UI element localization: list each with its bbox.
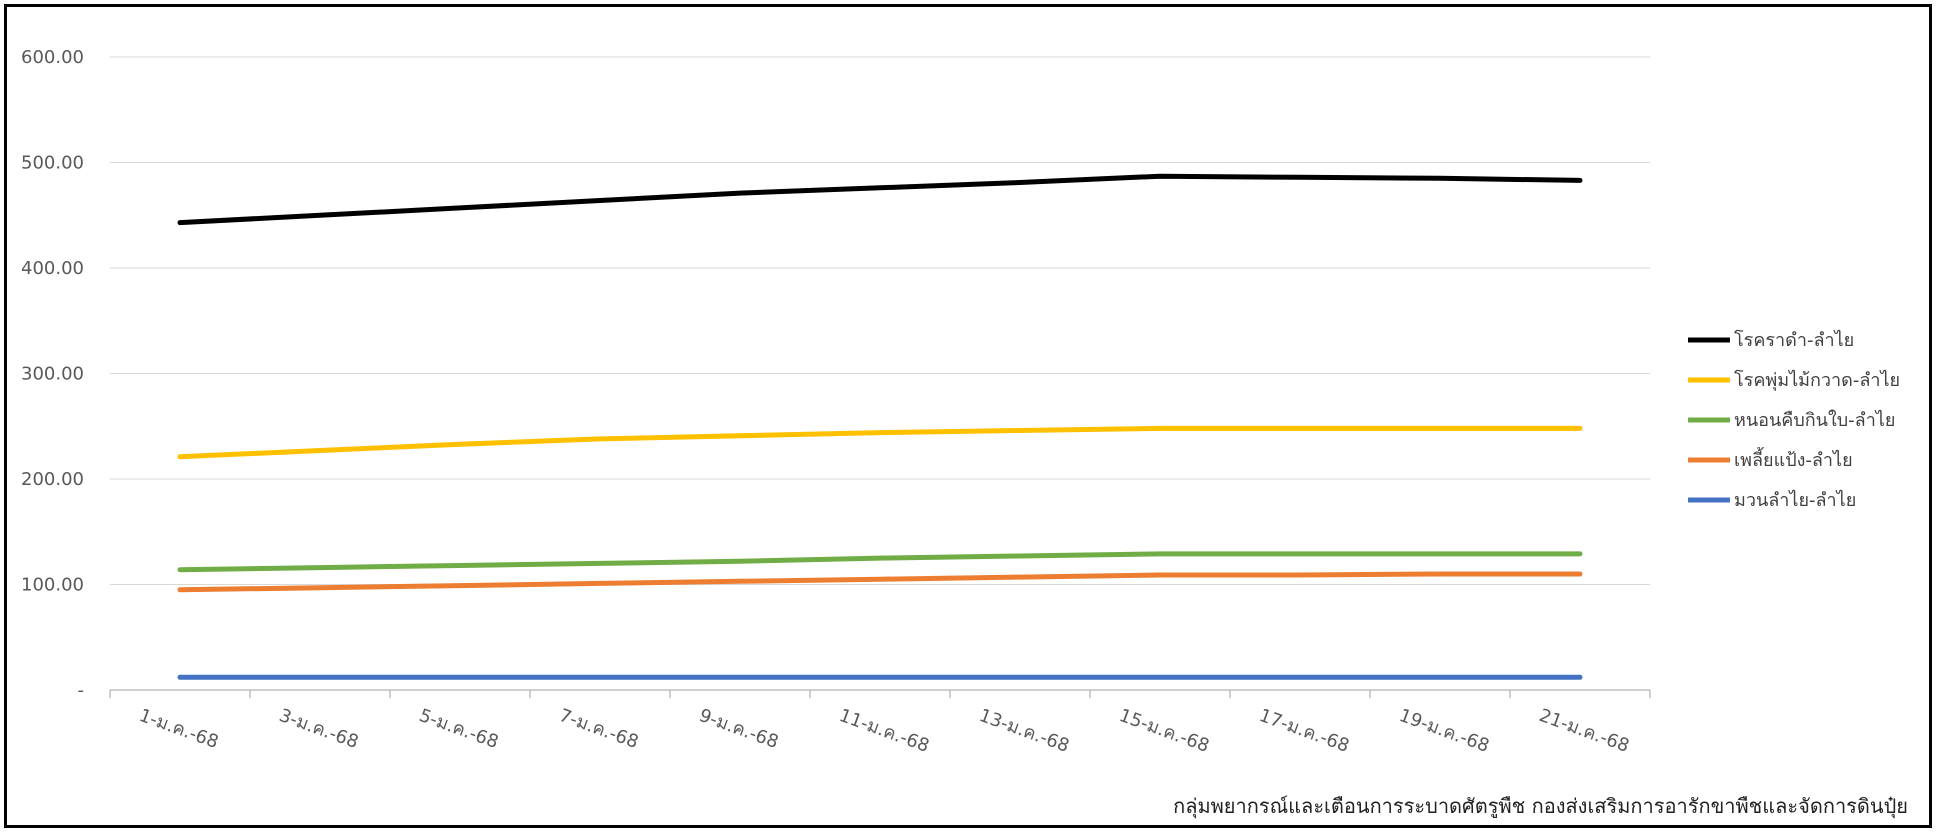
legend-label: เพลี้ยแป้ง-ลำไย <box>1734 447 1853 471</box>
source-note: กลุ่มพยากรณ์และเตือนการระบาดศัตรูพืช กอง… <box>1173 794 1908 818</box>
x-tick-label: 1-ม.ค.-68 <box>136 705 221 753</box>
legend-label: มวนลำไย-ลำไย <box>1734 489 1856 511</box>
x-tick-label: 7-ม.ค.-68 <box>556 705 641 753</box>
y-tick-label: 600.00 <box>21 47 84 68</box>
x-tick-label: 17-ม.ค.-68 <box>1256 705 1352 757</box>
legend: โรคราดำ-ลำไยโรคพุ่มไม้กวาด-ลำไยหนอนคืบกิ… <box>1688 329 1900 511</box>
x-tick-label: 11-ม.ค.-68 <box>836 705 932 757</box>
legend-label: หนอนคืบกินใบ-ลำไย <box>1734 409 1895 431</box>
y-tick-label: 100.00 <box>21 575 84 596</box>
x-tick-label: 5-ม.ค.-68 <box>416 705 501 753</box>
series-line <box>177 571 1583 593</box>
series-line <box>177 425 1583 460</box>
series-line <box>177 551 1583 573</box>
legend-label: โรคพุ่มไม้กวาด-ลำไย <box>1734 369 1900 391</box>
series-lines <box>177 173 1583 680</box>
legend-label: โรคราดำ-ลำไย <box>1734 329 1854 351</box>
x-tick-label: 9-ม.ค.-68 <box>696 705 781 753</box>
y-tick-label: 200.00 <box>21 469 84 490</box>
x-tick-label: 21-ม.ค.-68 <box>1536 705 1632 757</box>
y-tick-label: 400.00 <box>21 258 84 279</box>
y-tick-label: 500.00 <box>21 153 84 174</box>
gridlines <box>110 56 1650 585</box>
x-tick-label: 15-ม.ค.-68 <box>1116 705 1212 757</box>
x-tick-label: 19-ม.ค.-68 <box>1396 705 1492 757</box>
y-tick-label: 300.00 <box>21 364 84 385</box>
y-tick-label: - <box>78 680 85 701</box>
series-line <box>177 173 1583 226</box>
x-tick-label: 13-ม.ค.-68 <box>976 705 1072 757</box>
x-tick-label: 3-ม.ค.-68 <box>276 705 361 753</box>
axes: - 100.00 200.00 300.00 400.00 500.00 600.00 1-ม… <box>21 47 1651 757</box>
